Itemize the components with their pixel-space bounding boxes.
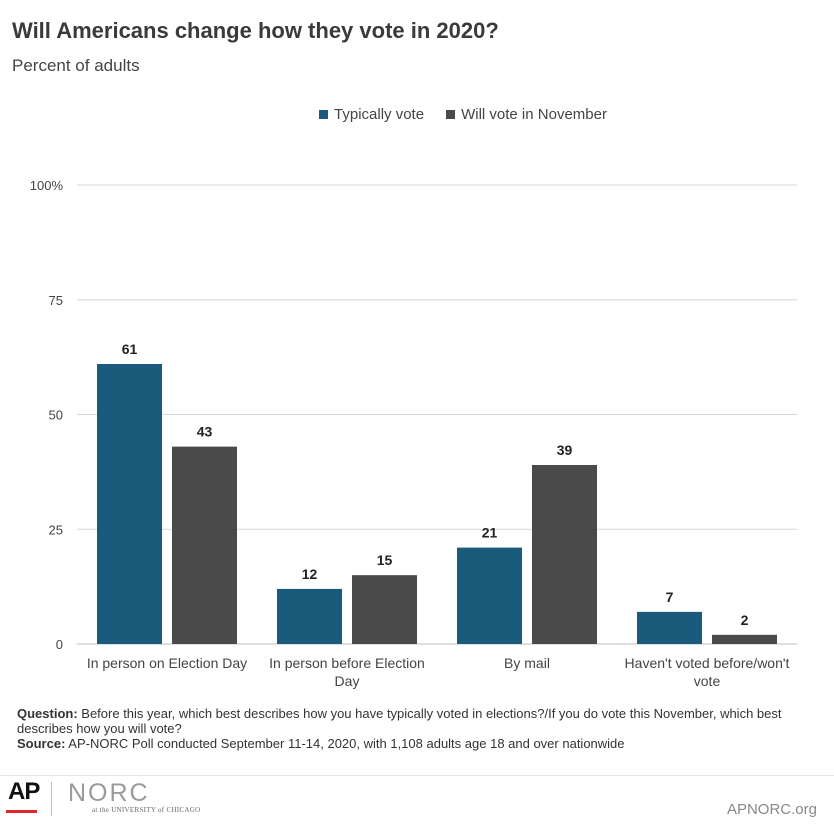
bar-will-vote-november-2 [532, 464, 597, 644]
source-text: AP-NORC Poll conducted September 11-14, … [65, 736, 625, 751]
category-label-2: By mail [504, 655, 550, 671]
bar-will-vote-november-3 [712, 634, 777, 644]
value-label-typically-vote-0: 61 [122, 341, 138, 357]
value-label-will-vote-november-1: 15 [377, 552, 393, 568]
logo-divider [51, 782, 52, 816]
category-label-0: In person on Election Day [87, 655, 247, 671]
value-label-will-vote-november-0: 43 [197, 424, 213, 440]
category-label-3-line2: vote [694, 673, 721, 689]
source-note: Source: AP-NORC Poll conducted September… [17, 736, 817, 751]
chart-notes: Question: Before this year, which best d… [17, 706, 817, 751]
bar-typically-vote-2 [457, 547, 522, 644]
value-label-typically-vote-2: 21 [482, 525, 498, 541]
legend-label-typically-vote: Typically vote [334, 106, 425, 123]
bar-chart: 0 25 50 75 100% 61 43 In person on Election Day… [30, 178, 797, 689]
ap-logo-underline [6, 810, 37, 813]
bar-typically-vote-1 [277, 588, 342, 644]
y-tick-label-75: 75 [49, 293, 63, 308]
y-tick-label-0: 0 [56, 637, 63, 652]
legend-label-will-vote-november: Will vote in November [461, 106, 607, 123]
y-tick-label-100: 100% [30, 178, 64, 193]
legend-item-typically-vote: Typically vote [319, 106, 424, 123]
value-label-typically-vote-1: 12 [302, 566, 318, 582]
question-text: Before this year, which best describes h… [17, 706, 782, 736]
source-label: Source: [17, 736, 66, 751]
site-url: APNORC.org [726, 801, 817, 818]
y-tick-label-25: 25 [49, 522, 63, 537]
value-label-will-vote-november-3: 2 [741, 612, 749, 628]
question-note: Question: Before this year, which best d… [17, 706, 817, 736]
question-label: Question: [17, 706, 78, 721]
legend: Typically vote Will vote in November [0, 106, 834, 123]
legend-swatch-will-vote-november [446, 110, 456, 119]
legend-swatch-typically-vote [319, 110, 329, 119]
norc-logo: NORC [68, 779, 150, 807]
y-tick-label-50: 50 [49, 408, 63, 423]
category-label-3: Haven't voted before/won't [625, 655, 790, 671]
category-label-1: In person before Election [269, 655, 425, 671]
bar-typically-vote-3 [637, 611, 702, 644]
footer-divider [0, 775, 834, 776]
legend-item-will-vote-november: Will vote in November [446, 106, 607, 123]
bar-will-vote-november-0 [172, 446, 237, 644]
chart-subtitle: Percent of adults [12, 56, 140, 75]
ap-logo: AP [8, 778, 40, 805]
value-label-typically-vote-3: 7 [666, 589, 674, 605]
bar-will-vote-november-1 [352, 575, 417, 644]
value-label-will-vote-november-2: 39 [557, 442, 573, 458]
chart-title: Will Americans change how they vote in 2… [12, 18, 499, 43]
bar-typically-vote-0 [97, 364, 162, 644]
category-label-1-line2: Day [335, 673, 360, 689]
norc-logo-subtitle: at the UNIVERSITY of CHICAGO [92, 806, 201, 814]
